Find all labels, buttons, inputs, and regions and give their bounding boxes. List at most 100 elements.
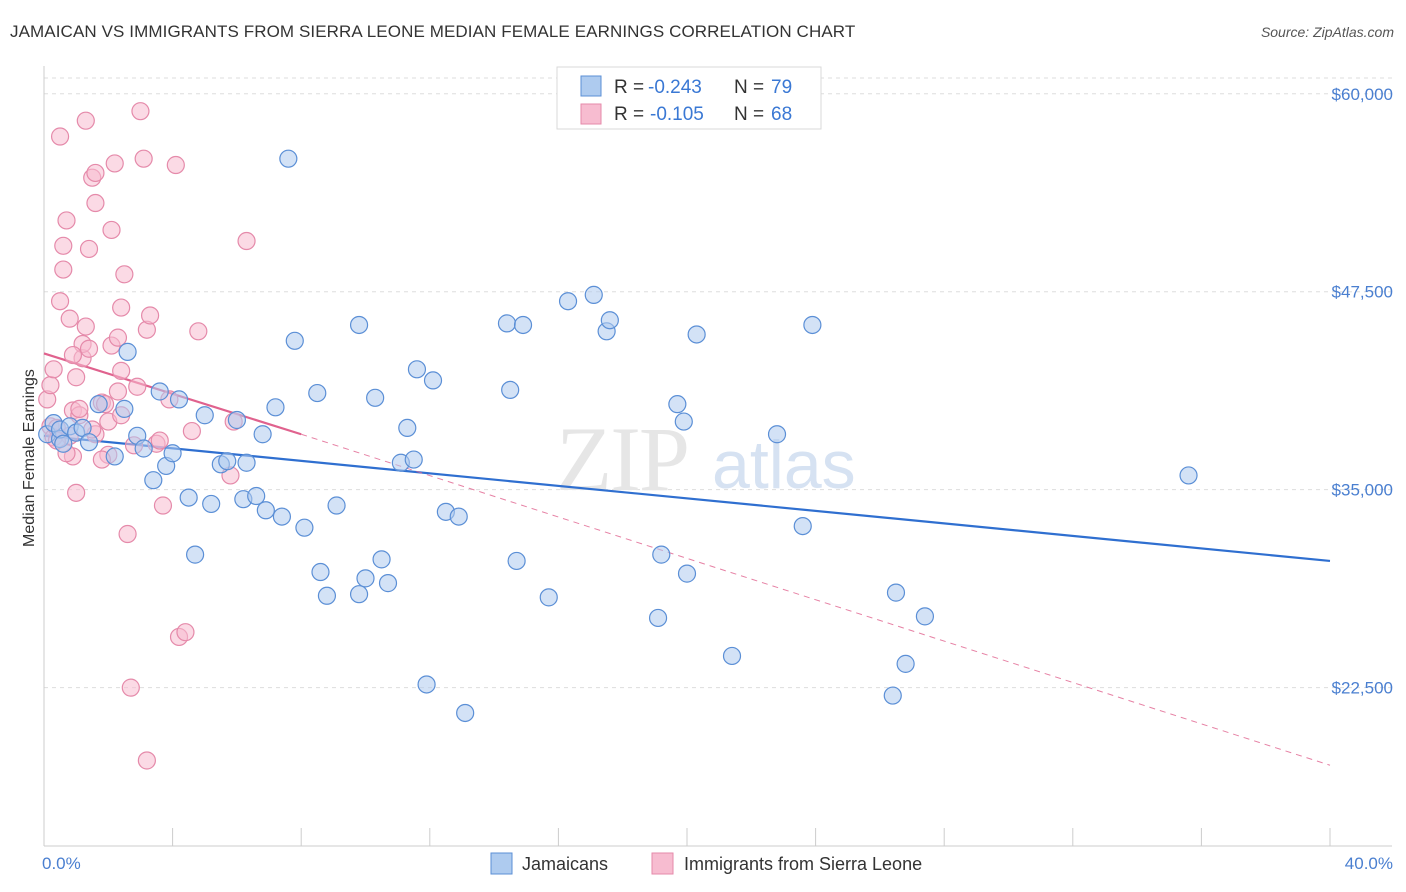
point-sierra-leone (86, 193, 105, 213)
point-sierra-leone (86, 163, 105, 183)
point-jamaicans (1179, 466, 1198, 485)
point-jamaicans (883, 686, 902, 705)
point-jamaicans (266, 398, 285, 417)
point-jamaicans (404, 450, 423, 469)
point-jamaicans (311, 562, 330, 582)
point-sierra-leone (182, 421, 201, 441)
point-jamaicans (227, 410, 246, 430)
legend-r-value-1: -0.243 (648, 77, 702, 98)
point-jamaicans (295, 518, 314, 537)
point-jamaicans (668, 395, 687, 414)
point-sierra-leone (118, 524, 137, 544)
point-jamaicans (247, 486, 266, 506)
point-jamaicans (677, 564, 697, 583)
legend-n-label-1: N = (734, 77, 764, 98)
axis-layer: $22,500 $35,000 $47,500 $60,000 0.0% 40.0% (42, 66, 1393, 873)
point-jamaicans (237, 453, 256, 472)
point-jamaicans (134, 439, 153, 458)
series-legend-label-jamaicans: Jamaicans (522, 854, 608, 874)
point-sierra-leone (108, 382, 128, 401)
point-sierra-leone (105, 154, 124, 173)
y-tick-label: $47,500 (1332, 283, 1393, 302)
point-sierra-leone (112, 298, 131, 317)
point-jamaicans (539, 588, 558, 607)
point-jamaicans (896, 654, 915, 673)
point-jamaicans (648, 608, 668, 628)
point-sierra-leone (50, 127, 70, 146)
point-jamaicans (79, 433, 99, 452)
point-jamaicans (218, 452, 237, 471)
point-jamaicans (652, 545, 671, 564)
point-jamaicans (423, 371, 443, 390)
point-sierra-leone (44, 360, 63, 379)
point-jamaicans (349, 315, 369, 335)
point-jamaicans (253, 425, 272, 444)
point-sierra-leone (54, 260, 73, 279)
point-jamaicans (449, 507, 468, 526)
legend-swatch-sierra-leone (580, 103, 602, 125)
point-sierra-leone (41, 376, 60, 395)
legend-r-label-1: R = (614, 77, 644, 98)
point-jamaicans (398, 418, 417, 438)
watermark: ZIP atlas (556, 408, 856, 510)
point-sierra-leone (102, 220, 121, 240)
point-sierra-leone (76, 317, 95, 336)
y-tick-label: $35,000 (1332, 481, 1393, 500)
point-jamaicans (272, 507, 292, 526)
y-tick-label: $22,500 (1332, 679, 1393, 698)
point-sierra-leone (140, 306, 160, 325)
point-jamaicans (144, 471, 163, 490)
points-layer (38, 102, 1198, 770)
point-sierra-leone (150, 431, 169, 450)
point-jamaicans (584, 285, 603, 304)
trendline-jamaicans (43, 434, 1331, 563)
source-label: Source: ZipAtlas.com (1260, 24, 1394, 40)
point-jamaicans (497, 314, 517, 333)
point-jamaicans (915, 607, 935, 626)
point-sierra-leone (128, 377, 147, 396)
legend-n-value-1: 79 (771, 77, 792, 98)
point-jamaicans (372, 550, 391, 569)
point-jamaicans (687, 325, 706, 344)
point-jamaicans (163, 444, 182, 463)
point-jamaicans (89, 395, 108, 414)
series-legend: Jamaicans Immigrants from Sierra Leone (490, 852, 922, 875)
point-sierra-leone (57, 211, 76, 230)
point-jamaicans (115, 399, 134, 419)
point-sierra-leone (63, 345, 83, 365)
series-legend-swatch-jamaicans (490, 852, 513, 875)
point-sierra-leone (115, 265, 134, 284)
point-jamaicans (378, 574, 398, 593)
watermark-zip: ZIP (556, 408, 688, 510)
point-jamaicans (507, 551, 526, 571)
point-sierra-leone (166, 155, 185, 175)
point-jamaicans (767, 425, 787, 444)
trendline-sierra-leone-extension (301, 433, 1331, 766)
point-sierra-leone (79, 239, 99, 259)
point-sierra-leone (108, 328, 128, 347)
point-jamaicans (202, 494, 221, 514)
point-sierra-leone (79, 339, 99, 358)
point-jamaicans (308, 383, 327, 403)
point-jamaicans (118, 342, 137, 361)
point-jamaicans (366, 388, 385, 407)
point-jamaicans (456, 703, 475, 723)
series-legend-swatch-sierra-leone (651, 852, 674, 875)
point-sierra-leone (153, 496, 173, 515)
point-jamaicans (256, 501, 275, 520)
correlation-legend: R = -0.243 N = 79 R = -0.105 N = 68 (556, 66, 822, 130)
point-jamaicans (179, 488, 198, 507)
legend-n-value-2: 68 (771, 104, 792, 125)
point-jamaicans (285, 331, 304, 350)
legend-n-label-2: N = (734, 104, 764, 125)
point-sierra-leone (60, 309, 79, 328)
point-jamaicans (722, 646, 742, 666)
point-sierra-leone (76, 111, 95, 130)
point-jamaicans (279, 149, 298, 168)
point-jamaicans (54, 434, 73, 453)
grid-layer (44, 77, 1392, 689)
point-jamaicans (513, 315, 533, 335)
y-tick-label: $60,000 (1332, 85, 1393, 104)
legend-r-label-2: R = (614, 104, 644, 125)
point-jamaicans (886, 583, 906, 602)
